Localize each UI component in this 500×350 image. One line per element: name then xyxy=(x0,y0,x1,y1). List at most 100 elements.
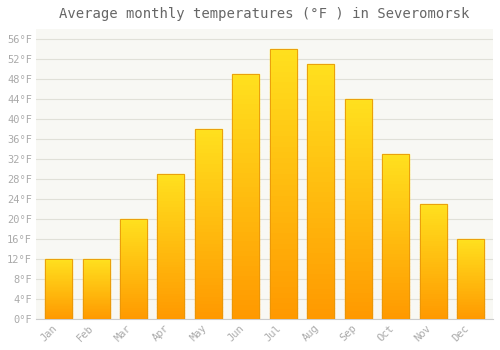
Bar xyxy=(158,255,184,258)
Bar xyxy=(82,265,110,266)
Bar xyxy=(457,280,484,282)
Bar xyxy=(158,211,184,214)
Bar xyxy=(344,275,372,279)
Bar xyxy=(195,265,222,269)
Bar xyxy=(232,123,260,128)
Bar xyxy=(457,264,484,266)
Bar xyxy=(344,130,372,134)
Bar xyxy=(158,258,184,261)
Bar xyxy=(45,259,72,318)
Bar xyxy=(120,296,147,299)
Bar xyxy=(344,200,372,204)
Bar xyxy=(457,262,484,264)
Bar xyxy=(382,216,409,220)
Bar xyxy=(457,277,484,279)
Bar xyxy=(195,281,222,285)
Bar xyxy=(158,264,184,266)
Bar xyxy=(82,289,110,290)
Bar xyxy=(232,201,260,206)
Bar xyxy=(82,279,110,280)
Bar xyxy=(344,306,372,310)
Bar xyxy=(308,105,334,110)
Bar xyxy=(382,226,409,230)
Bar xyxy=(344,218,372,222)
Bar xyxy=(457,269,484,271)
Bar xyxy=(457,288,484,290)
Bar xyxy=(457,251,484,253)
Bar xyxy=(270,216,297,222)
Bar xyxy=(195,205,222,209)
Bar xyxy=(195,250,222,254)
Bar xyxy=(82,264,110,265)
Bar xyxy=(195,254,222,258)
Bar xyxy=(382,259,409,262)
Bar xyxy=(344,292,372,296)
Bar xyxy=(158,200,184,203)
Bar xyxy=(158,226,184,229)
Bar xyxy=(195,129,222,133)
Bar xyxy=(270,49,297,54)
Bar xyxy=(344,112,372,117)
Bar xyxy=(308,308,334,314)
Bar xyxy=(420,240,446,243)
Bar xyxy=(232,260,260,265)
Bar xyxy=(344,174,372,178)
Bar xyxy=(120,229,147,231)
Bar xyxy=(195,216,222,220)
Bar xyxy=(195,178,222,182)
Bar xyxy=(120,235,147,237)
Bar xyxy=(420,227,446,229)
Bar xyxy=(344,196,372,200)
Bar xyxy=(344,191,372,196)
Bar xyxy=(232,103,260,108)
Bar xyxy=(308,64,334,69)
Bar xyxy=(82,261,110,262)
Bar xyxy=(120,281,147,282)
Bar xyxy=(457,259,484,261)
Bar xyxy=(270,270,297,275)
Bar xyxy=(308,79,334,84)
Bar xyxy=(382,183,409,187)
Bar xyxy=(82,317,110,318)
Bar xyxy=(82,299,110,301)
Bar xyxy=(344,244,372,248)
Bar xyxy=(45,261,72,262)
Bar xyxy=(82,275,110,276)
Bar xyxy=(195,190,222,193)
Bar xyxy=(344,125,372,130)
Bar xyxy=(232,289,260,294)
Bar xyxy=(457,295,484,296)
Bar xyxy=(195,167,222,170)
Bar xyxy=(420,291,446,293)
Bar xyxy=(195,186,222,190)
Bar xyxy=(120,269,147,271)
Bar xyxy=(270,146,297,152)
Bar xyxy=(158,206,184,209)
Bar xyxy=(232,182,260,187)
Bar xyxy=(158,266,184,270)
Bar xyxy=(308,206,334,212)
Bar xyxy=(457,253,484,255)
Bar xyxy=(344,301,372,306)
Bar xyxy=(82,302,110,303)
Bar xyxy=(382,213,409,216)
Bar xyxy=(420,298,446,300)
Bar xyxy=(308,288,334,293)
Bar xyxy=(158,209,184,211)
Bar xyxy=(420,314,446,316)
Bar xyxy=(270,297,297,302)
Bar xyxy=(45,315,72,316)
Bar xyxy=(270,292,297,297)
Bar xyxy=(82,280,110,281)
Bar xyxy=(82,291,110,292)
Bar xyxy=(45,293,72,295)
Bar xyxy=(232,187,260,191)
Bar xyxy=(457,256,484,258)
Bar xyxy=(420,213,446,215)
Bar xyxy=(195,159,222,163)
Bar xyxy=(45,307,72,308)
Bar xyxy=(158,295,184,298)
Bar xyxy=(270,49,297,318)
Bar xyxy=(120,233,147,235)
Bar xyxy=(195,163,222,167)
